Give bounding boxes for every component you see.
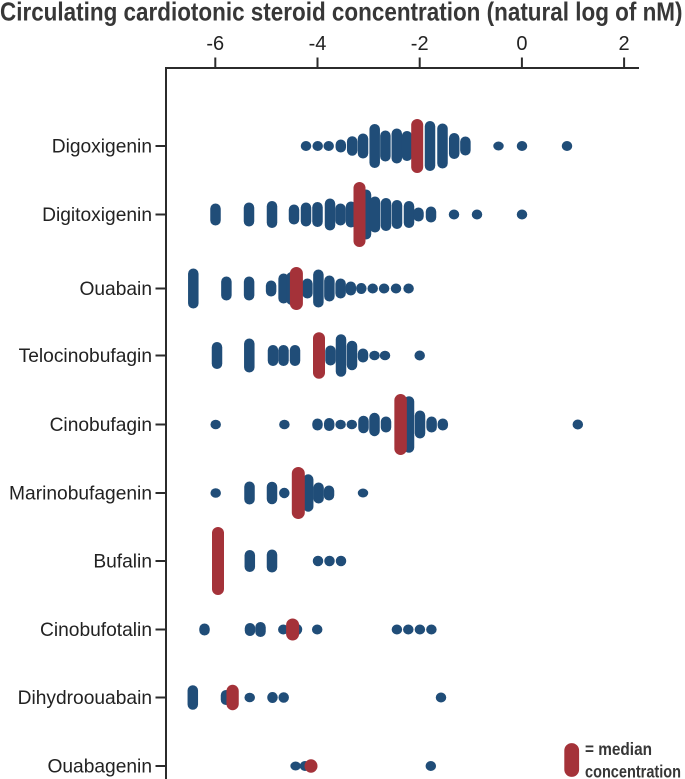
svg-text:Cinobufagin: Cinobufagin — [50, 415, 152, 436]
svg-text:-2: -2 — [411, 33, 429, 55]
svg-text:Dihydroouabain: Dihydroouabain — [18, 688, 152, 709]
svg-text:Telocinobufagin: Telocinobufagin — [19, 346, 152, 367]
svg-text:Cinobufotalin: Cinobufotalin — [40, 620, 152, 641]
svg-text:Digitoxigenin: Digitoxigenin — [42, 205, 152, 226]
svg-text:Bufalin: Bufalin — [93, 552, 152, 573]
svg-text:0: 0 — [516, 33, 527, 55]
svg-text:Circulating cardiotonic steroi: Circulating cardiotonic steroid concentr… — [0, 0, 683, 27]
svg-text:Ouabain: Ouabain — [79, 279, 152, 300]
svg-text:= median: = median — [585, 739, 652, 759]
svg-text:-4: -4 — [309, 33, 327, 55]
svg-text:-6: -6 — [206, 33, 224, 55]
svg-text:Marinobufagenin: Marinobufagenin — [9, 484, 152, 505]
svg-text:concentration: concentration — [585, 762, 681, 779]
svg-text:2: 2 — [619, 33, 630, 55]
svg-text:Digoxigenin: Digoxigenin — [52, 137, 152, 158]
svg-text:Ouabagenin: Ouabagenin — [47, 757, 152, 778]
